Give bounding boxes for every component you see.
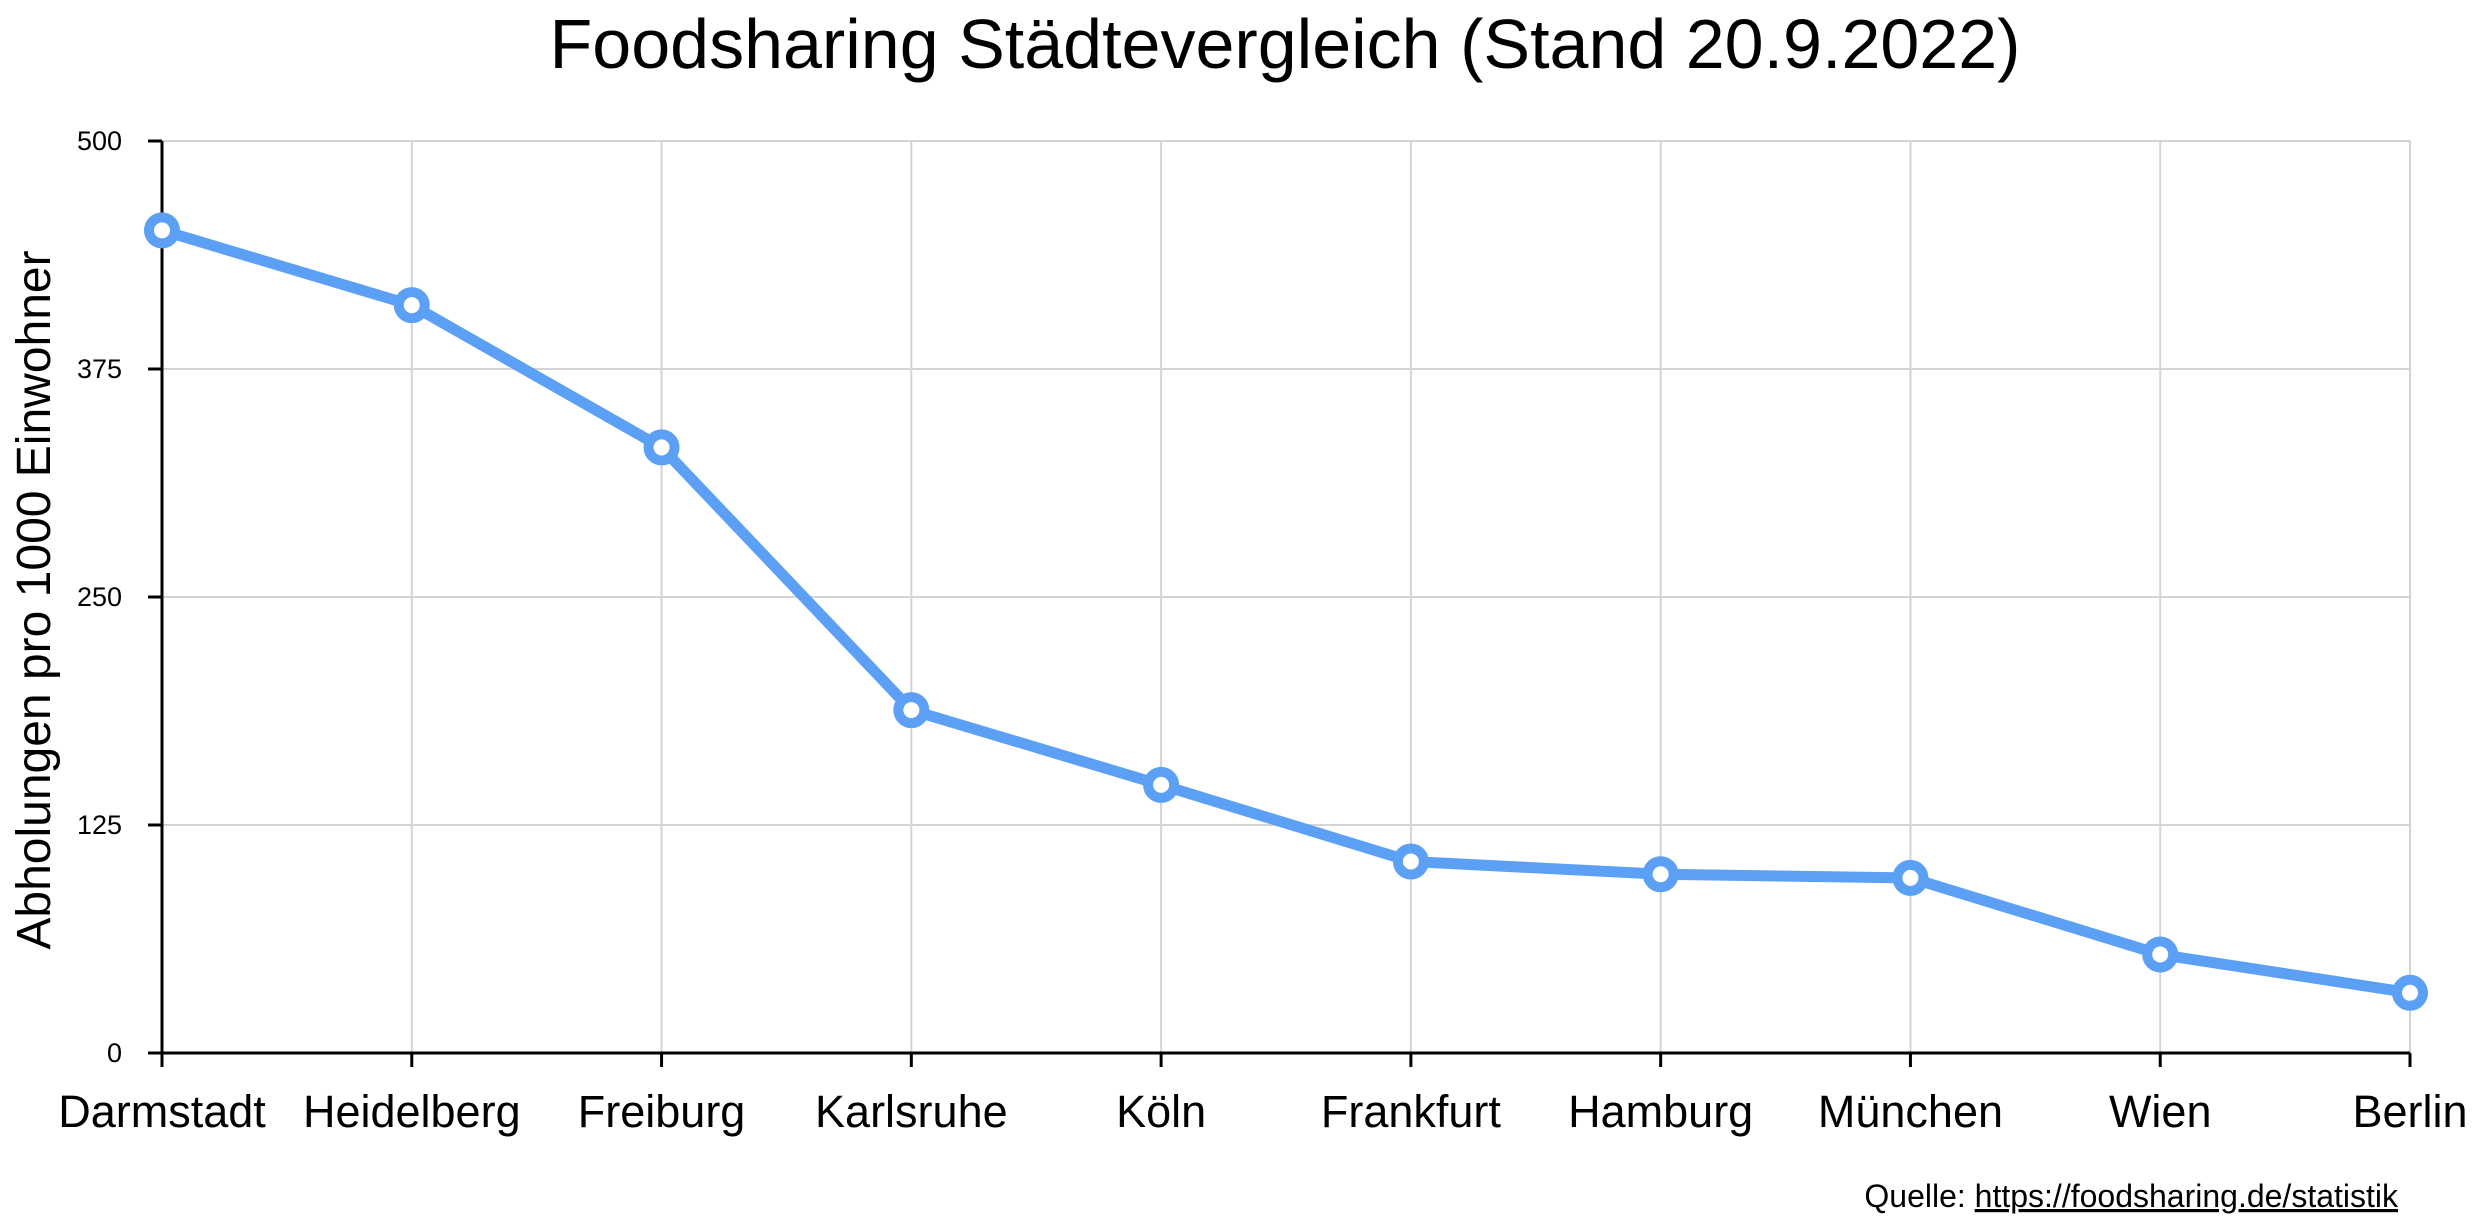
data-point-freiburg — [643, 429, 680, 466]
x-tick-label: Berlin — [2352, 1086, 2467, 1137]
source-prefix: Quelle: — [1864, 1178, 1974, 1214]
x-tick-label: Wien — [2109, 1086, 2212, 1137]
x-tick-label: Hamburg — [1568, 1086, 1753, 1137]
data-points — [144, 212, 2428, 1011]
x-tick-label: Frankfurt — [1321, 1086, 1502, 1137]
data-point-heidelberg — [393, 287, 430, 324]
x-tick-label: München — [1818, 1086, 2003, 1137]
source-note: Quelle: https://foodsharing.de/statistik — [1864, 1178, 2399, 1214]
data-point-karlsruhe — [893, 692, 930, 729]
source-link[interactable]: https://foodsharing.de/statistik — [1975, 1178, 2399, 1214]
y-tick-label: 125 — [77, 810, 122, 840]
series-line-path — [156, 224, 2416, 999]
y-axis-label: Abholungen pro 1000 Einwohner — [8, 250, 61, 949]
axes — [148, 139, 2412, 1067]
x-tick-labels: Darmstadt Heidelberg Freiburg Karlsruhe Köln… — [58, 1086, 2467, 1137]
data-point-berlin — [2392, 974, 2428, 1011]
x-tick-label: Darmstadt — [58, 1086, 266, 1137]
y-tick-label: 375 — [77, 354, 122, 384]
y-tick-labels: 0 125 250 375 500 — [77, 126, 122, 1068]
x-tick-label: Köln — [1116, 1086, 1206, 1137]
data-point-frankfurt — [1392, 843, 1429, 880]
data-point-darmstadt — [144, 212, 180, 249]
x-tick-label: Freiburg — [578, 1086, 746, 1137]
data-point-köln — [1143, 766, 1180, 803]
series-line — [156, 224, 2416, 999]
y-tick-label: 0 — [107, 1038, 122, 1068]
x-tick-label: Karlsruhe — [815, 1086, 1008, 1137]
chart-title: Foodsharing Städtevergleich (Stand 20.9.… — [550, 5, 2021, 83]
data-point-hamburg — [1642, 856, 1679, 893]
y-tick-label: 250 — [77, 582, 122, 612]
x-tick-label: Heidelberg — [303, 1086, 521, 1137]
data-point-münchen — [1892, 859, 1929, 896]
data-point-wien — [2142, 936, 2179, 973]
grid-lines — [162, 140, 2411, 1053]
y-tick-label: 500 — [77, 126, 122, 156]
